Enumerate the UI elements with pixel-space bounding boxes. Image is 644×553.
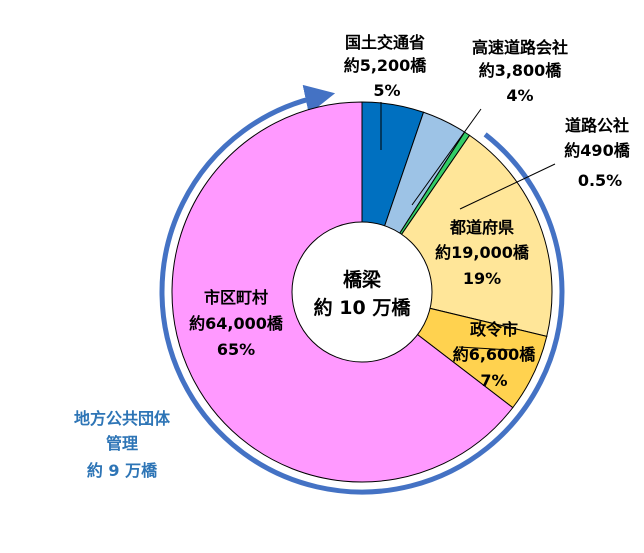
local-government-label-line-3: 約 9 万橋 <box>87 461 158 480</box>
leader-line-designated-city <box>458 346 513 351</box>
label-municipality-count: 約64,000橋 <box>189 314 284 333</box>
label-road-corp-percent: 0.5% <box>578 171 622 190</box>
local-government-arrow <box>159 84 565 495</box>
label-municipality-percent: 65% <box>217 340 255 359</box>
center-label-line-1: 橋梁 <box>343 268 382 291</box>
leader-lines <box>380 102 556 351</box>
label-designated-city-count: 約6,600橋 <box>453 345 537 364</box>
label-road-corp-name: 道路公社 <box>565 116 629 135</box>
leader-line-expressway <box>411 108 482 206</box>
label-designated-city-percent: 7% <box>480 371 507 390</box>
center-hole <box>291 221 433 363</box>
label-expressway-percent: 4% <box>506 86 533 105</box>
local-government-arc <box>159 84 565 495</box>
label-mlit-name: 国土交通省 <box>345 33 425 52</box>
local-government-label-line-1: 地方公共団体 <box>74 409 171 428</box>
label-mlit-count: 約5,200橋 <box>344 56 428 75</box>
label-mlit-percent: 5% <box>373 81 400 100</box>
label-expressway-name: 高速道路会社 <box>472 38 568 57</box>
label-prefecture-name: 都道府県 <box>449 218 514 237</box>
center-label-line-2: 約 10 万橋 <box>314 296 412 319</box>
label-road-corp-count: 約490橋 <box>564 141 630 160</box>
local-government-label-line-2: 管理 <box>106 434 138 453</box>
label-prefecture-percent: 19% <box>463 269 501 288</box>
leader-line-road-corp <box>459 163 556 210</box>
label-expressway-count: 約3,800橋 <box>479 61 563 80</box>
label-designated-city-name: 政令市 <box>470 320 518 339</box>
label-prefecture-count: 約19,000橋 <box>435 243 530 262</box>
label-municipality-name: 市区町村 <box>204 288 268 307</box>
